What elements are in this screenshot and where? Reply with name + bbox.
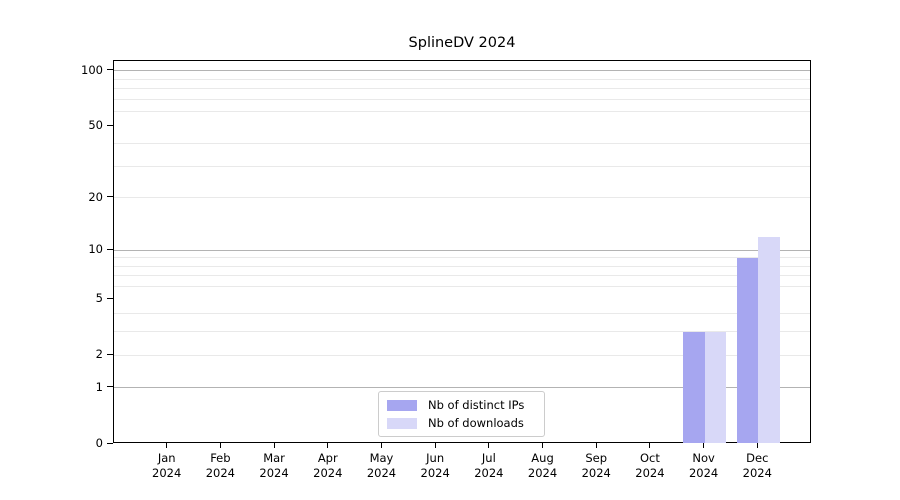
y-tick-mark xyxy=(107,353,113,355)
x-tick-label-oct: Oct 2024 xyxy=(622,451,678,480)
x-tick-year: 2024 xyxy=(742,465,772,480)
x-tick-year: 2024 xyxy=(313,465,343,480)
y-tick-mark xyxy=(107,442,113,444)
minor-gridline xyxy=(114,197,810,199)
y-tick-mark xyxy=(107,124,113,126)
legend-row: Nb of downloads xyxy=(387,416,536,430)
y-tick-label: 5 xyxy=(95,291,103,306)
x-tick-mark xyxy=(380,443,382,448)
x-tick-month: Sep xyxy=(585,451,608,465)
x-tick-year: 2024 xyxy=(635,465,665,480)
y-tick-mark xyxy=(107,386,113,388)
x-tick-month: Feb xyxy=(210,451,231,465)
y-tick-label: 50 xyxy=(88,118,103,133)
x-tick-year: 2024 xyxy=(152,465,182,480)
x-tick-mark xyxy=(703,443,705,448)
x-tick-month: Jul xyxy=(481,451,496,465)
minor-gridline xyxy=(114,88,810,90)
minor-gridline xyxy=(114,98,810,100)
x-tick-year: 2024 xyxy=(474,465,504,480)
x-tick-year: 2024 xyxy=(420,465,450,480)
legend-label: Nb of downloads xyxy=(428,416,524,430)
plot-area xyxy=(113,60,811,443)
x-tick-year: 2024 xyxy=(205,465,236,480)
x-tick-mark xyxy=(488,443,490,448)
x-tick-mark xyxy=(595,443,597,448)
x-tick-label-jul: Jul 2024 xyxy=(461,451,517,480)
bar-dec-distinct-ips xyxy=(736,257,759,443)
minor-gridline xyxy=(114,313,810,315)
major-gridline xyxy=(114,249,810,251)
x-tick-year: 2024 xyxy=(259,465,289,480)
x-tick-month: May xyxy=(369,451,394,465)
x-tick-mark xyxy=(649,443,651,448)
minor-gridline xyxy=(114,111,810,113)
y-tick-mark xyxy=(107,297,113,299)
legend-swatch-distinct-ips xyxy=(387,399,417,411)
major-gridline xyxy=(114,387,810,389)
x-tick-label-sep: Sep 2024 xyxy=(568,451,624,480)
chart-title: SplineDV 2024 xyxy=(408,35,516,51)
minor-gridline xyxy=(114,265,810,267)
x-tick-label-apr: Apr 2024 xyxy=(300,451,356,480)
y-tick-mark xyxy=(107,196,113,198)
y-tick-label: 0 xyxy=(95,436,103,450)
minor-gridline xyxy=(114,143,810,145)
minor-gridline xyxy=(114,286,810,288)
minor-gridline xyxy=(114,257,810,259)
minor-gridline xyxy=(114,275,810,277)
y-tick-label: 2 xyxy=(95,347,103,362)
y-tick-mark xyxy=(107,248,113,250)
x-tick-label-may: May 2024 xyxy=(353,451,409,480)
minor-gridline xyxy=(114,78,810,80)
bar-nov-distinct-ips xyxy=(683,331,705,443)
legend-row: Nb of distinct IPs xyxy=(387,398,536,412)
y-tick-label: 10 xyxy=(88,242,103,257)
x-tick-label-aug: Aug 2024 xyxy=(515,451,571,480)
x-tick-mark xyxy=(327,443,329,448)
y-tick-label: 100 xyxy=(81,62,103,77)
x-tick-mark xyxy=(219,443,221,448)
x-tick-mark xyxy=(542,443,544,448)
x-tick-month: Jan xyxy=(157,451,176,465)
x-tick-month: Aug xyxy=(531,451,554,465)
x-tick-month: Mar xyxy=(263,451,285,465)
x-tick-label-jun: Jun 2024 xyxy=(407,451,463,480)
x-tick-year: 2024 xyxy=(688,465,719,480)
x-tick-year: 2024 xyxy=(527,465,558,480)
major-gridline xyxy=(114,70,810,72)
x-tick-year: 2024 xyxy=(581,465,611,480)
bar-nov-downloads xyxy=(704,331,727,443)
x-tick-month: Jun xyxy=(426,451,445,465)
x-tick-mark xyxy=(434,443,436,448)
minor-gridline xyxy=(114,354,810,356)
x-tick-label-nov: Nov 2024 xyxy=(676,451,732,480)
x-tick-label-jan: Jan 2024 xyxy=(139,451,195,480)
x-tick-month: Nov xyxy=(692,451,715,465)
x-tick-label-dec: Dec 2024 xyxy=(729,451,785,480)
x-tick-month: Oct xyxy=(639,451,660,465)
legend-swatch-downloads xyxy=(387,417,417,429)
x-tick-year: 2024 xyxy=(366,465,397,480)
bar-dec-downloads xyxy=(758,236,780,443)
x-tick-mark xyxy=(273,443,275,448)
x-tick-month: Apr xyxy=(317,451,338,465)
y-tick-label: 20 xyxy=(88,189,103,204)
x-tick-label-mar: Mar 2024 xyxy=(246,451,302,480)
x-tick-mark xyxy=(166,443,168,448)
x-tick-month: Dec xyxy=(746,451,769,465)
x-tick-mark xyxy=(756,443,758,448)
y-tick-label: 1 xyxy=(95,379,103,394)
x-tick-label-feb: Feb 2024 xyxy=(192,451,248,480)
minor-gridline xyxy=(114,331,810,333)
legend-label: Nb of distinct IPs xyxy=(428,398,525,412)
minor-gridline xyxy=(114,165,810,167)
y-tick-mark xyxy=(107,69,113,71)
legend: Nb of distinct IPs Nb of downloads xyxy=(378,391,545,437)
